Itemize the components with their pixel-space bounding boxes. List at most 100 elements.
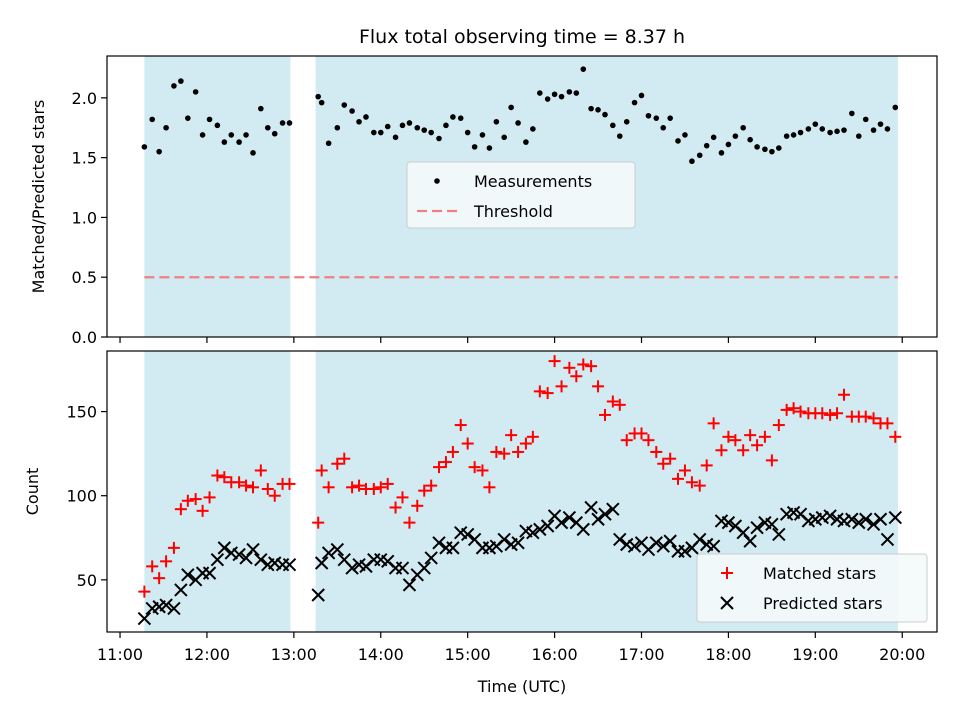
top-y-tick-label: 0.0	[72, 328, 97, 347]
matched-star-point	[606, 395, 619, 408]
measurement-point	[457, 115, 464, 121]
measurement-point	[645, 112, 652, 119]
predicted-star-point	[224, 546, 238, 560]
top-axes-frame	[106, 55, 938, 338]
measurement-point	[573, 90, 580, 96]
predicted-star-point	[845, 512, 859, 526]
predicted-star-point	[395, 561, 410, 575]
measurement-point	[156, 148, 162, 155]
legend-predicted-marker	[720, 596, 734, 610]
measurement-point	[862, 116, 869, 123]
matched-star-point	[160, 555, 173, 568]
observing-interval-0	[144, 56, 291, 337]
matched-star-point	[203, 491, 216, 504]
matched-star-point	[642, 434, 655, 447]
x-axis-label: Time (UTC)	[477, 677, 566, 696]
x-tick-label: 16:00	[532, 645, 578, 664]
measurement-point	[710, 134, 717, 141]
measurement-point	[325, 140, 332, 147]
matched-star-point	[737, 444, 750, 457]
matched-star-point	[254, 464, 267, 477]
measurement-point	[610, 122, 616, 129]
matched-star-point	[548, 355, 561, 368]
measurement-point	[747, 136, 753, 143]
legend-matched-label: Matched stars	[763, 564, 876, 583]
matched-star-point	[519, 437, 532, 450]
measurement-point	[805, 126, 812, 132]
predicted-star-point	[417, 561, 431, 575]
predicted-star-point	[268, 556, 282, 570]
predicted-star-point	[693, 532, 707, 547]
matched-star-point	[678, 464, 691, 477]
matched-star-point	[461, 437, 474, 450]
measurement-point	[356, 118, 362, 125]
measurement-point	[258, 105, 264, 112]
matched-star-point	[446, 445, 459, 458]
measurement-point	[762, 146, 768, 153]
measurement-point	[508, 104, 514, 111]
matched-star-point	[592, 380, 605, 393]
chart-title: Flux total observing time = 8.37 h	[359, 26, 685, 48]
matched-star-point	[838, 388, 851, 401]
bottom-legend-box	[696, 553, 928, 623]
x-tick-label: 12:00	[184, 645, 230, 664]
matched-star-point	[744, 429, 757, 442]
matched-star-point	[889, 430, 902, 443]
measurement-points	[141, 66, 899, 165]
matched-star-point	[772, 419, 785, 432]
predicted-star-point	[721, 515, 736, 530]
predicted-star-point	[181, 568, 195, 582]
predicted-star-point	[663, 534, 677, 548]
measurement-point	[149, 116, 155, 123]
predicted-star-point	[282, 557, 297, 572]
predicted-star-point	[254, 552, 268, 567]
matched-star-point	[312, 516, 325, 529]
measurement-point	[493, 118, 500, 125]
measurement-point	[595, 107, 601, 113]
predicted-star-point	[837, 514, 851, 528]
measurement-point	[392, 134, 399, 141]
measurement-point	[790, 132, 797, 138]
matched-star-point	[403, 516, 416, 529]
measurement-point	[732, 133, 739, 139]
matched-star-point	[563, 361, 576, 374]
measurement-point	[271, 130, 278, 137]
predicted-star-point	[424, 551, 438, 565]
measurement-point	[221, 139, 228, 145]
measurement-point	[171, 83, 177, 89]
matched-star-point	[816, 407, 829, 420]
predicted-star-point	[246, 542, 260, 557]
measurement-point	[250, 150, 256, 156]
matched-star-point	[153, 572, 166, 585]
matched-star-point	[555, 380, 568, 393]
measurement-point	[384, 123, 391, 130]
predicted-star-point	[497, 532, 511, 547]
matched-star-point	[824, 408, 837, 421]
legend-measurements-label: Measurements	[474, 172, 592, 191]
x-tick-label: 18:00	[705, 645, 751, 664]
measurement-point	[530, 126, 536, 132]
measurement-point	[236, 139, 242, 145]
measurement-point	[834, 128, 840, 135]
predicted-star-point	[526, 526, 540, 540]
matched-star-point	[268, 489, 281, 502]
matched-star-point	[490, 445, 503, 458]
matched-star-point	[331, 457, 344, 470]
matched-star-point	[167, 541, 180, 554]
predicted-star-point	[750, 520, 764, 535]
predicted-star-point	[159, 598, 173, 612]
bottom-legend: Matched stars Predicted stars	[696, 553, 928, 623]
measurement-point	[163, 124, 169, 131]
matched-star-point	[196, 504, 209, 517]
matched-star-point	[664, 452, 677, 465]
predicted-star-point	[584, 500, 598, 515]
matched-star-point	[758, 430, 771, 443]
x-tick-label: 11:00	[97, 645, 143, 664]
predicted-star-point	[620, 537, 634, 552]
x-tick-label: 15:00	[445, 645, 491, 664]
matched-star-point	[541, 387, 554, 400]
measurement-point	[696, 152, 703, 159]
top-y-tick-label: 1.5	[72, 149, 97, 168]
